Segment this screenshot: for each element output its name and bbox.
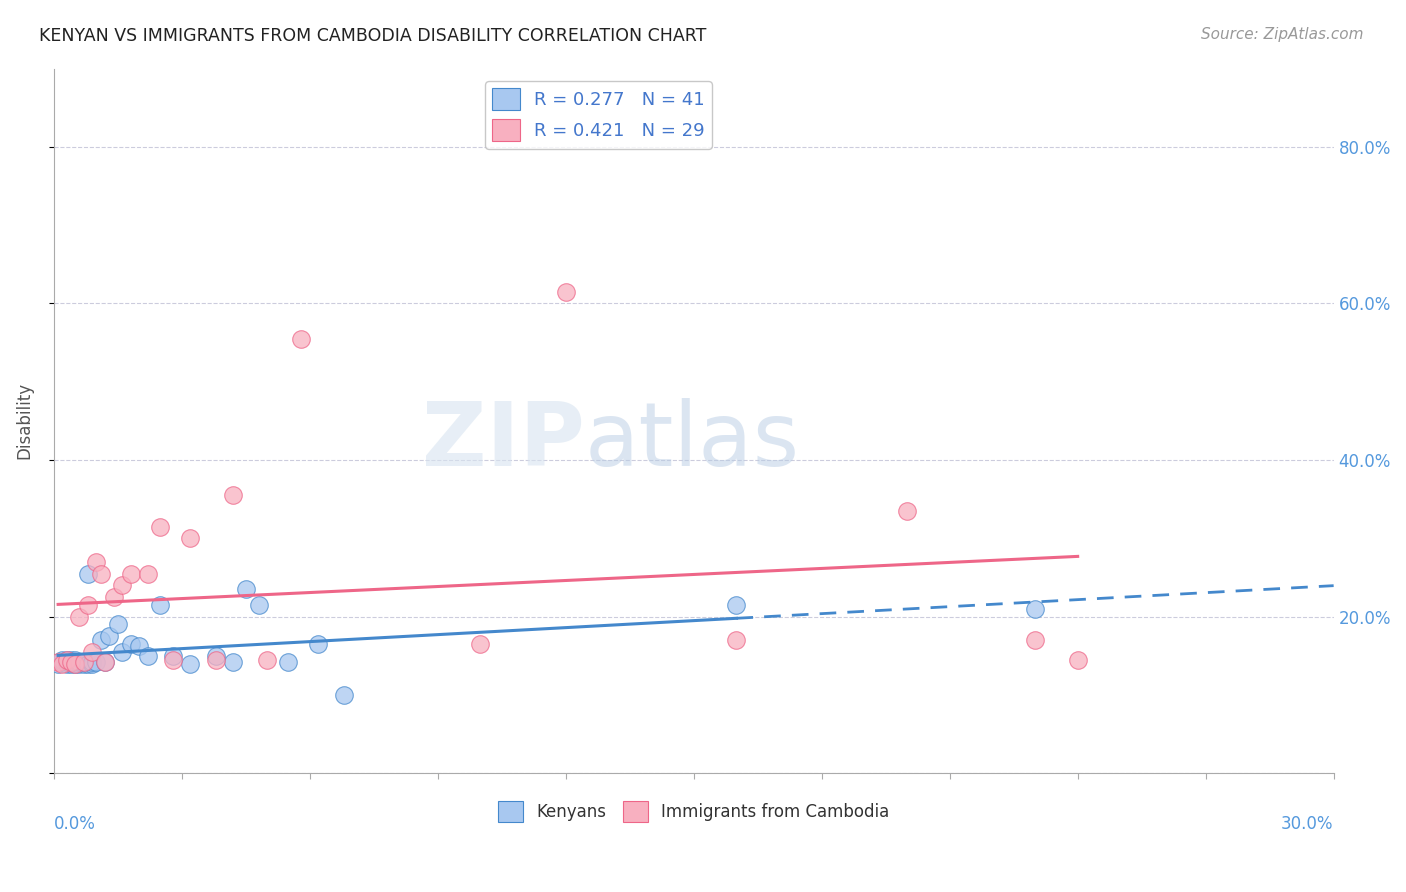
Point [111, 645, 134, 659]
Text: 0.0%: 0.0% [53, 815, 96, 833]
Point [51, 653, 73, 667]
Point [94, 655, 117, 669]
Point [290, 332, 312, 346]
Point [896, 504, 918, 518]
Point [111, 578, 134, 592]
Point [73, 657, 96, 671]
Point [470, 637, 492, 651]
Point [128, 640, 150, 654]
Point [77, 566, 100, 581]
Point [107, 617, 129, 632]
Point [63, 657, 86, 671]
Text: ZIP: ZIP [422, 399, 585, 485]
Point [235, 582, 257, 597]
Point [222, 488, 245, 502]
Text: atlas: atlas [585, 399, 800, 485]
Point [162, 653, 184, 667]
Point [333, 688, 356, 702]
Point [90, 566, 112, 581]
Point [103, 590, 125, 604]
Point [136, 648, 159, 663]
Point [725, 598, 748, 612]
Point [179, 657, 201, 671]
Point [86, 555, 108, 569]
Point [98, 629, 121, 643]
Point [46, 655, 69, 669]
Point [55, 657, 77, 671]
Point [205, 648, 228, 663]
Point [59, 653, 82, 667]
Point [55, 655, 77, 669]
Point [82, 655, 104, 669]
Point [554, 285, 576, 299]
Point [247, 598, 270, 612]
Point [63, 653, 86, 667]
Point [162, 648, 184, 663]
Point [1024, 601, 1046, 615]
Point [55, 653, 77, 667]
Point [725, 633, 748, 648]
Text: 30.0%: 30.0% [1281, 815, 1334, 833]
Point [55, 653, 77, 667]
Point [307, 637, 329, 651]
Point [82, 645, 104, 659]
Y-axis label: Disability: Disability [15, 383, 32, 459]
Point [63, 655, 86, 669]
Point [59, 657, 82, 671]
Point [205, 653, 228, 667]
Point [136, 566, 159, 581]
Point [90, 633, 112, 648]
Point [63, 657, 86, 671]
Point [149, 598, 172, 612]
Point [1024, 633, 1046, 648]
Text: KENYAN VS IMMIGRANTS FROM CAMBODIA DISABILITY CORRELATION CHART: KENYAN VS IMMIGRANTS FROM CAMBODIA DISAB… [39, 27, 707, 45]
Point [86, 655, 108, 669]
Point [59, 655, 82, 669]
Point [277, 655, 299, 669]
Point [1066, 653, 1088, 667]
Point [46, 657, 69, 671]
Point [120, 637, 142, 651]
Point [73, 655, 96, 669]
Point [82, 657, 104, 671]
Point [149, 519, 172, 533]
Point [256, 653, 278, 667]
Point [120, 566, 142, 581]
Legend: R = 0.277   N = 41, R = 0.421   N = 29: R = 0.277 N = 41, R = 0.421 N = 29 [485, 81, 711, 149]
Point [179, 531, 201, 545]
Point [67, 655, 90, 669]
Point [73, 655, 96, 669]
Point [67, 609, 90, 624]
Point [222, 655, 245, 669]
Point [67, 657, 90, 671]
Point [59, 655, 82, 669]
Point [77, 657, 100, 671]
Text: Source: ZipAtlas.com: Source: ZipAtlas.com [1201, 27, 1364, 42]
Point [51, 657, 73, 671]
Point [77, 598, 100, 612]
Point [51, 655, 73, 669]
Point [94, 655, 117, 669]
